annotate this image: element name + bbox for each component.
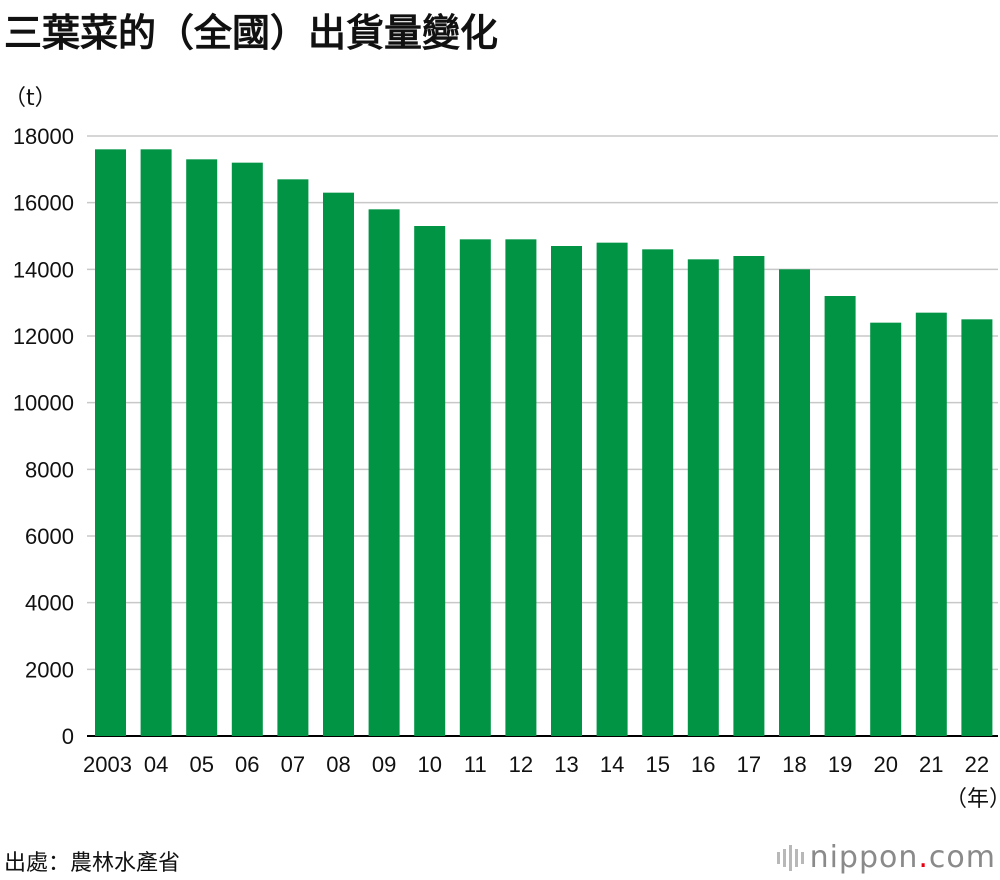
bar-19 [824,296,856,736]
logo-text: nippon.com [810,840,996,875]
x-tick-label: 07 [281,752,305,777]
y-tick-label: 0 [62,724,74,749]
bar-17 [733,256,765,736]
x-tick-label: 19 [828,752,852,777]
x-tick-label: 16 [691,752,715,777]
bar-15 [642,249,674,737]
x-tick-label: 12 [509,752,533,777]
bar-04 [140,149,172,737]
bar-10 [414,226,446,736]
bar-16 [687,259,719,736]
x-tick-label: 04 [144,752,168,777]
x-tick-label: 11 [464,752,487,777]
logo-suffix: com [928,840,996,875]
bars [95,149,993,737]
y-tick-label: 6000 [25,524,74,549]
bar-20 [870,322,902,736]
x-tick-label: 21 [919,752,943,777]
y-tick-label: 16000 [13,191,74,216]
x-axis-ticks: 2003 04 05 06 07 08 09 10 11 12 13 14 15 16 17 18 19 20 21… [83,752,989,777]
y-tick-label: 8000 [25,457,74,482]
source-note: 出處：農林水產省 [4,851,181,876]
y-axis-unit-label: （t） [4,86,57,111]
x-tick-label: 17 [737,752,761,777]
nippon-logo: nippon.com [776,840,996,875]
x-tick-label: 10 [417,752,441,777]
bar-08 [323,192,354,736]
x-tick-label: 05 [189,752,213,777]
bar-07 [277,179,309,737]
y-tick-label: 4000 [25,591,74,616]
y-tick-label: 2000 [25,657,74,682]
chart-title: 三葉菜的（全國）出貨量變化 [4,11,499,55]
y-tick-label: 10000 [13,391,74,416]
bar-06 [231,162,263,736]
x-axis-unit-label: （年） [945,787,1000,812]
bar-21 [915,312,947,736]
y-tick-label: 12000 [13,324,74,349]
x-tick-label: 15 [645,752,669,777]
x-tick-label: 20 [873,752,897,777]
logo-mark-icon [776,843,804,873]
bar-18 [779,269,810,736]
bar-14 [596,242,628,736]
bar-13 [551,246,582,736]
bar-05 [186,159,218,737]
x-tick-label: 08 [326,752,350,777]
x-tick-label: 14 [600,752,624,777]
logo-dot: . [918,840,929,875]
x-tick-label: 06 [235,752,259,777]
x-tick-label: 22 [965,752,989,777]
bar-22 [961,319,993,736]
bar-12 [505,239,537,737]
x-tick-label: 09 [372,752,396,777]
gridlines [87,135,998,737]
bar-09 [368,209,400,737]
logo-name: nippon [809,840,919,875]
x-tick-label: 13 [554,752,578,777]
bar-2003 [95,149,126,737]
x-tick-label: 2003 [83,752,132,777]
y-axis-ticks: 0 2000 4000 6000 8000 10000 12000 14000 16000 180… [13,124,74,749]
y-tick-label: 14000 [13,257,74,282]
x-tick-label: 18 [782,752,806,777]
y-tick-label: 18000 [13,124,74,149]
bar-11 [459,239,491,737]
